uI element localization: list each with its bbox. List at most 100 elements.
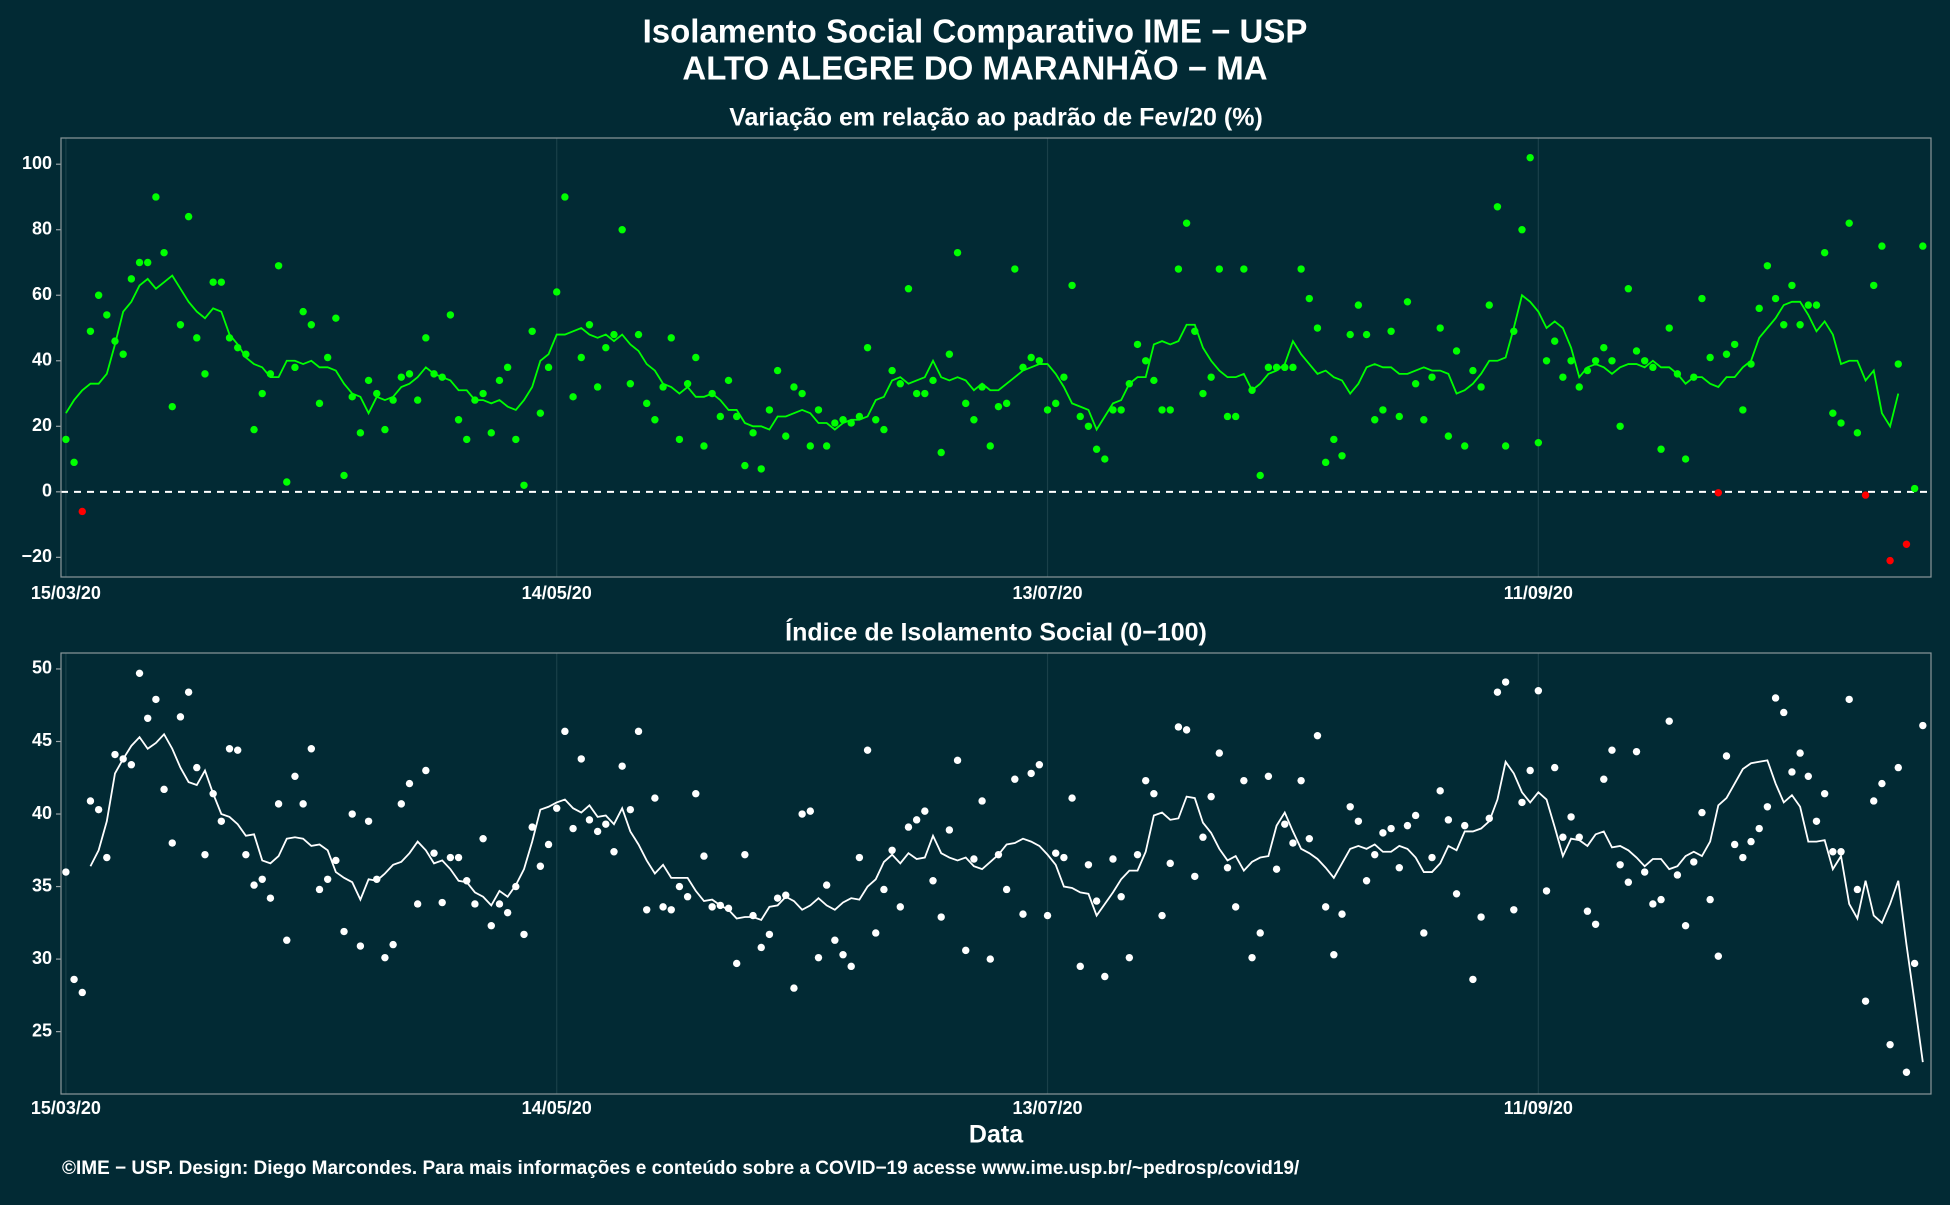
data-point: [1387, 824, 1395, 833]
y-tick-label: 80: [32, 218, 52, 238]
data-point: [389, 940, 397, 949]
data-point: [1452, 890, 1461, 898]
y-tick-label: 25: [32, 1020, 52, 1040]
data-point: [299, 800, 307, 808]
data-point: [724, 904, 733, 913]
data-point: [585, 321, 594, 329]
data-point: [708, 903, 716, 911]
data-point: [356, 942, 365, 950]
data-point: [1657, 895, 1665, 904]
data-point: [1272, 865, 1281, 873]
data-point: [896, 903, 904, 911]
data-point: [880, 885, 888, 894]
x-tick-label: 14/05/20: [522, 1098, 592, 1118]
data-point: [692, 790, 700, 798]
data-point: [422, 334, 430, 342]
data-point: [626, 805, 635, 814]
data-point: [168, 839, 176, 847]
data-point: [1763, 803, 1772, 811]
data-point: [1469, 975, 1477, 984]
data-point: [1035, 761, 1044, 769]
data-point: [569, 824, 577, 833]
data-point: [782, 432, 790, 440]
data-point: [1223, 412, 1232, 421]
data-point: [446, 853, 455, 862]
data-point: [577, 755, 585, 763]
data-point: [1321, 458, 1330, 467]
data-point: [1698, 294, 1706, 303]
data-point: [1174, 265, 1183, 273]
data-point: [1101, 455, 1109, 463]
data-point: [765, 930, 774, 939]
data-point: [1011, 775, 1019, 783]
data-point: [1583, 907, 1592, 915]
data-point: [1133, 340, 1142, 349]
data-point: [1870, 281, 1878, 290]
data-point: [1215, 749, 1224, 757]
data-point: [1248, 953, 1256, 962]
y-tick-label: 35: [32, 875, 52, 895]
data-point: [1117, 893, 1125, 901]
data-point: [692, 353, 700, 362]
data-point: [479, 834, 487, 843]
data-point: [1330, 951, 1338, 959]
data-point: [888, 366, 896, 375]
data-point: [1870, 797, 1878, 805]
data-point: [1902, 540, 1911, 548]
data-point: [1861, 997, 1870, 1005]
data-point: [798, 389, 806, 398]
data-point: [1052, 399, 1060, 408]
data-point: [953, 248, 962, 257]
data-point: [1166, 406, 1174, 414]
data-point: [1673, 871, 1682, 879]
data-point: [1395, 863, 1403, 872]
data-point: [986, 442, 994, 450]
data-point: [160, 248, 168, 257]
data-point: [1886, 1040, 1894, 1049]
data-point: [152, 193, 160, 201]
data-point: [962, 946, 970, 955]
data-point: [1387, 327, 1395, 335]
data-point: [405, 779, 414, 788]
data-point: [1722, 350, 1731, 358]
data-point: [1362, 330, 1371, 339]
y-tick-label: −20: [21, 546, 52, 566]
data-point: [1665, 324, 1673, 332]
data-point: [700, 852, 708, 860]
data-point: [283, 478, 291, 486]
data-point: [1804, 301, 1812, 309]
data-point: [1354, 301, 1363, 309]
data-point: [912, 816, 921, 824]
data-point: [1542, 887, 1551, 895]
data-point: [479, 389, 487, 398]
data-point: [757, 943, 765, 952]
data-point: [1616, 861, 1624, 869]
data-point: [1690, 858, 1698, 866]
data-point: [1076, 412, 1084, 421]
data-point: [1829, 409, 1837, 417]
data-point: [520, 481, 528, 489]
data-point: [1182, 219, 1191, 227]
data-point: [1223, 863, 1232, 872]
data-point: [176, 321, 185, 329]
data-point: [1313, 324, 1322, 332]
data-point: [332, 856, 340, 865]
data-point: [152, 695, 160, 704]
data-point: [176, 713, 185, 721]
data-point: [1256, 929, 1264, 937]
data-point: [863, 343, 872, 352]
data-point: [323, 875, 332, 884]
data-point: [741, 850, 749, 859]
data-point: [1804, 772, 1812, 781]
data-point: [1395, 412, 1403, 421]
data-point: [233, 746, 242, 754]
data-point: [1362, 877, 1371, 885]
data-point: [1428, 853, 1436, 862]
data-point: [1608, 357, 1616, 365]
data-point: [1820, 248, 1829, 257]
data-point: [937, 448, 945, 457]
data-point: [1788, 768, 1796, 776]
data-point: [1812, 817, 1821, 825]
data-point: [1019, 910, 1027, 918]
